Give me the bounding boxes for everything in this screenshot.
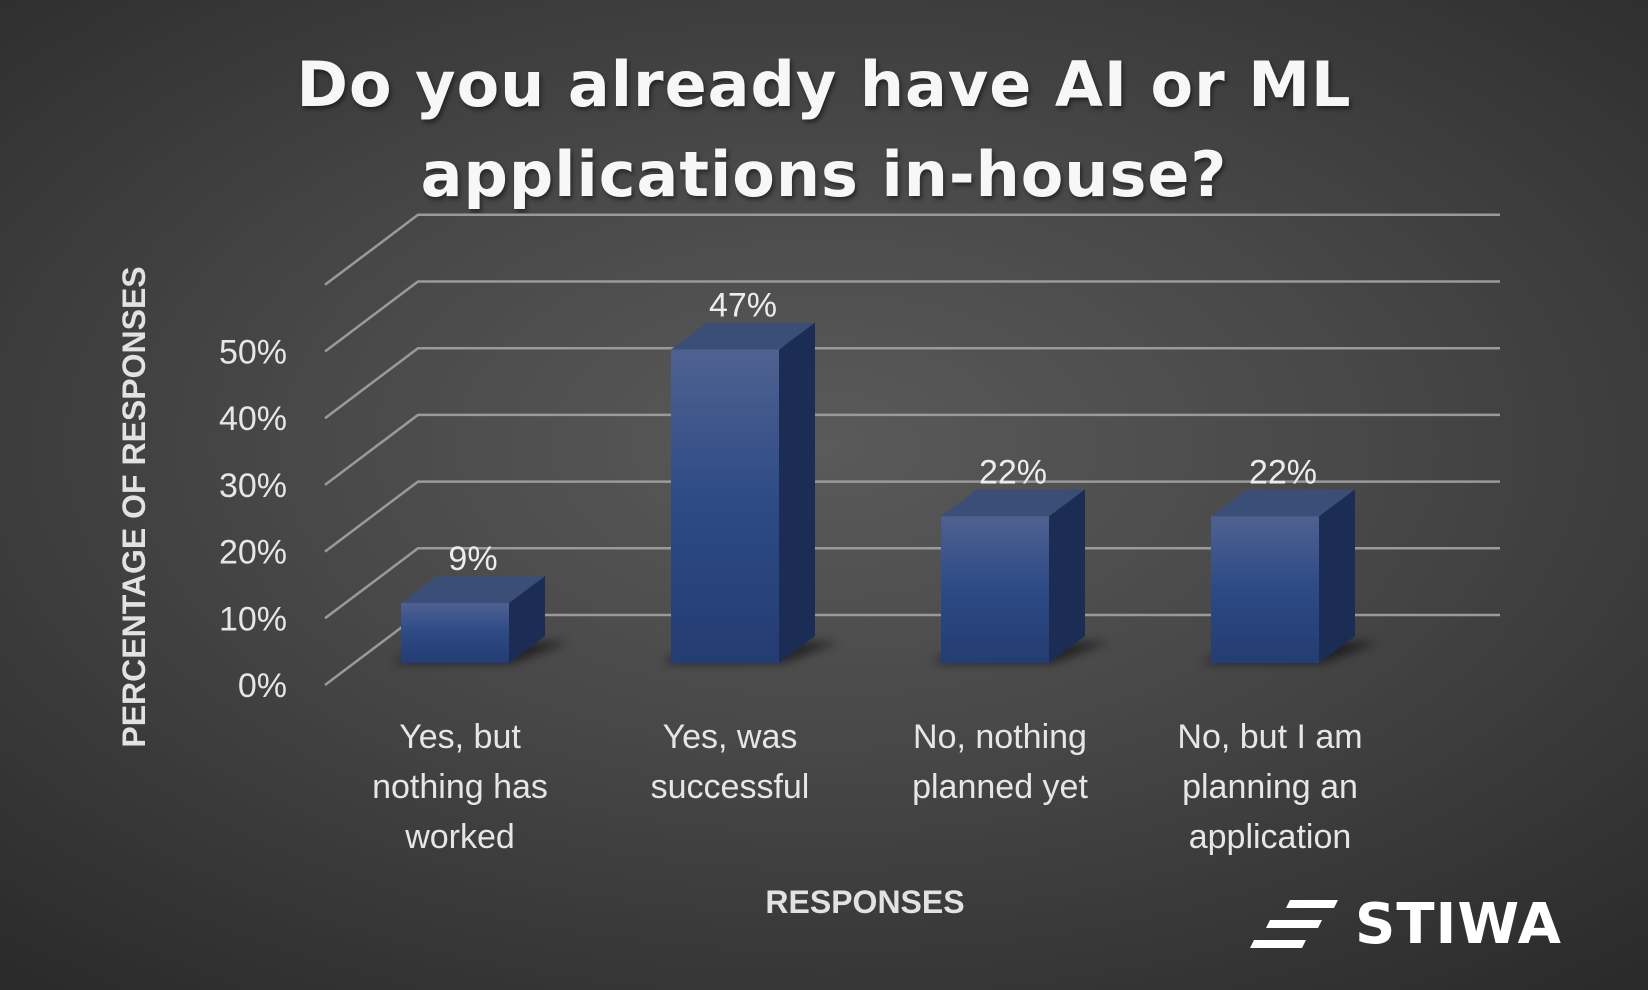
y-tick-label: 0%	[238, 667, 287, 705]
gridline	[324, 346, 1500, 420]
bar-front	[941, 516, 1049, 663]
bar-front	[1211, 516, 1319, 663]
bars	[391, 322, 1379, 663]
bar-top	[941, 489, 1085, 517]
x-tick-label: Yes, but nothing has worked	[372, 718, 548, 856]
bar-side	[779, 322, 815, 663]
bar-top	[671, 322, 815, 350]
bar-top	[401, 575, 545, 603]
gridline	[324, 280, 1500, 353]
bar-top	[1211, 489, 1355, 517]
x-tick-label: No, nothing planned yet	[912, 718, 1088, 806]
bar-front	[401, 602, 509, 663]
chart-title-line: Do you already have AI or ML	[296, 48, 1352, 121]
gridline	[324, 413, 1500, 486]
y-tick-label: 10%	[219, 600, 287, 638]
bar-side	[1049, 489, 1085, 663]
x-axis-categories: Yes, but nothing has worked Yes, was success…	[372, 718, 1363, 856]
y-axis-title: PERCENTAGE OF RESPONSES	[116, 266, 152, 747]
y-tick-label: 30%	[219, 467, 287, 505]
data-label: 22%	[979, 453, 1047, 491]
stiwa-logo-icon	[1250, 900, 1338, 948]
stiwa-logo: STIWA	[1250, 895, 1580, 955]
bar-front	[671, 349, 779, 663]
y-tick-label: 40%	[219, 400, 287, 438]
chart-title-line: applications in-house?	[420, 138, 1228, 211]
data-label: 47%	[709, 287, 777, 325]
bar	[1201, 489, 1379, 663]
x-tick-label: No, but I am planning an application	[1177, 718, 1362, 856]
bar	[661, 322, 839, 663]
y-tick-label: 20%	[219, 534, 287, 572]
data-labels: 9% 47% 22% 22%	[448, 287, 1317, 578]
gridline	[324, 213, 1500, 286]
gridline	[324, 480, 1500, 553]
y-axis-ticks: 0% 10% 20% 30% 40% 50%	[219, 334, 287, 706]
gridlines	[324, 213, 1500, 686]
y-tick-label: 50%	[219, 334, 287, 372]
data-label: 22%	[1249, 453, 1317, 491]
chart-title: Do you already have AI or ML applications…	[0, 40, 1648, 220]
bar	[391, 575, 569, 663]
x-axis-title: RESPONSES	[765, 884, 964, 920]
stiwa-logo-text: STIWA	[1355, 892, 1562, 957]
x-tick-label: Yes, was successful	[651, 718, 810, 806]
gridline	[324, 547, 1500, 620]
bar-side	[1319, 489, 1355, 663]
data-label: 9%	[448, 540, 497, 578]
bar-side	[509, 575, 545, 663]
bar	[931, 489, 1109, 663]
